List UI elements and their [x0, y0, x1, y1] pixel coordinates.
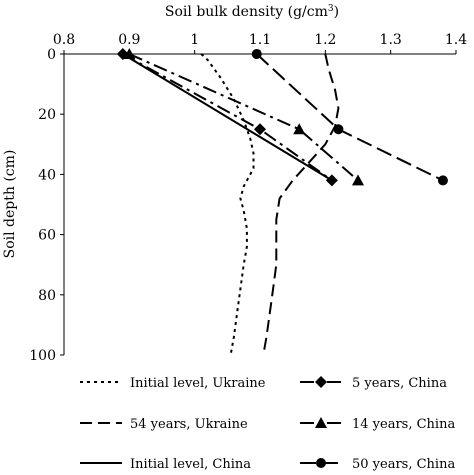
data-point — [352, 174, 364, 186]
x-tick-label: 1.3 — [380, 32, 402, 48]
legend-label: 54 years, Ukraine — [130, 417, 248, 432]
series-line — [128, 53, 359, 182]
x-tick-label: 1.4 — [445, 32, 467, 48]
legend-label: 50 years, China — [352, 457, 455, 472]
series-2 — [262, 53, 340, 356]
data-point — [123, 48, 136, 59]
data-point — [293, 123, 306, 135]
x-tick-label: 1.1 — [249, 32, 271, 48]
x-axis-title: Soil bulk density (g/cm3) — [165, 4, 339, 20]
legend-label: 5 years, China — [352, 376, 447, 391]
legend: Initial level, Ukraine 5 years, China 54 y… — [80, 376, 455, 472]
data-point — [333, 124, 344, 135]
series-line — [262, 53, 340, 356]
legend-item: 5 years, China — [300, 376, 447, 391]
y-tick-label: 0 — [47, 47, 56, 63]
x-tick-label: 0.9 — [118, 32, 140, 48]
data-point — [251, 49, 262, 59]
legend-item: 50 years, China — [300, 457, 455, 472]
x-axis-ticks: 0.8 0.9 1 1.1 1.2 1.3 1.4 — [53, 32, 467, 54]
y-tick-label: 20 — [38, 107, 56, 123]
series-3 — [122, 53, 333, 182]
legend-label: Initial level, China — [130, 457, 251, 472]
legend-item: Initial level, China — [80, 457, 251, 472]
y-tick-label: 60 — [38, 228, 56, 244]
series-layer — [116, 48, 448, 356]
legend-label: 14 years, China — [352, 417, 455, 432]
legend-label: Initial level, Ukraine — [130, 376, 266, 391]
data-point — [254, 123, 266, 136]
legend-marker — [315, 376, 327, 388]
legend-marker — [316, 458, 326, 468]
legend-item: 54 years, Ukraine — [80, 417, 248, 432]
y-axis-title: Soil depth (cm) — [2, 150, 18, 259]
series-line — [256, 53, 444, 182]
series-line — [122, 53, 333, 182]
series-5 — [123, 48, 364, 186]
x-tick-label: 1.2 — [314, 32, 336, 48]
series-line — [200, 53, 255, 356]
y-axis-ticks: 0 20 40 60 80 100 — [29, 47, 64, 364]
legend-item: 14 years, China — [300, 417, 455, 432]
y-tick-label: 40 — [38, 167, 56, 183]
legend-marker — [315, 417, 327, 428]
series-1 — [200, 53, 255, 356]
series-6 — [251, 49, 448, 186]
data-point — [325, 174, 338, 187]
x-tick-label: 1 — [190, 32, 199, 48]
legend-item: Initial level, Ukraine — [80, 376, 266, 391]
x-tick-label: 0.8 — [53, 32, 75, 48]
data-point — [437, 175, 448, 186]
y-tick-label: 100 — [29, 348, 56, 364]
x-axis-title-text: Soil bulk density (g/cm3) — [165, 4, 339, 20]
y-tick-label: 80 — [38, 288, 56, 304]
